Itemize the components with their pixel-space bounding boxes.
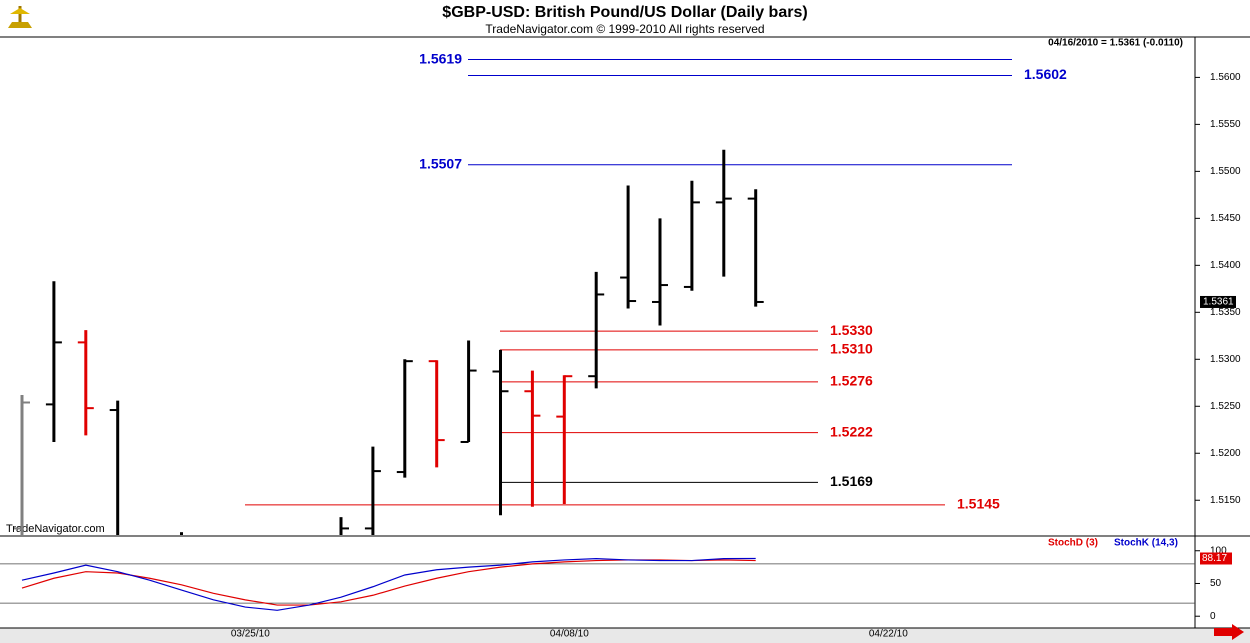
level-label: 1.5507	[419, 155, 462, 171]
watermark: TradeNavigator.com	[6, 523, 105, 535]
y-tick-label: 1.5500	[1210, 166, 1241, 177]
subtitle: TradeNavigator.com © 1999-2010 All right…	[485, 22, 764, 36]
y-tick-label: 1.5400	[1210, 260, 1241, 271]
last-stoch-box	[1200, 552, 1232, 565]
last-stoch-label: 88.17	[1202, 553, 1227, 564]
level-label: 1.5619	[419, 50, 462, 66]
y-tick-label: 1.5350	[1210, 307, 1241, 318]
level-label: 1.5169	[830, 473, 873, 489]
level-label: 1.5310	[830, 341, 873, 357]
level-label: 1.5602	[1024, 66, 1067, 82]
y-tick-label: 1.5600	[1210, 72, 1241, 83]
y-tick-label: 1.5550	[1210, 119, 1241, 130]
y-tick-label: 1.5300	[1210, 354, 1241, 365]
y-tick-label: 1.5450	[1210, 213, 1241, 224]
x-tick-label: 03/25/10	[231, 629, 270, 640]
legend-entry: StochK (14,3)	[1114, 538, 1178, 549]
x-tick-label: 04/08/10	[550, 629, 589, 640]
logo	[8, 6, 32, 28]
y-tick-label: 100	[1210, 545, 1227, 556]
level-label: 1.5276	[830, 373, 873, 389]
y-tick-label: 50	[1210, 578, 1222, 589]
y-tick-label: 1.5150	[1210, 495, 1241, 506]
stoch-plot	[0, 557, 1195, 611]
last-price-box	[1200, 295, 1236, 308]
y-tick-label: 0	[1210, 611, 1216, 622]
x-tick-label: 04/22/10	[869, 629, 908, 640]
y-tick-label: 1.5200	[1210, 448, 1241, 459]
chart-title: $GBP-USD: British Pound/US Dollar (Daily…	[442, 4, 807, 21]
level-label: 1.5330	[830, 322, 873, 338]
y-tick-label: 1.5250	[1210, 401, 1241, 412]
header-note: 04/16/2010 = 1.5361 (-0.0110)	[1048, 38, 1183, 49]
level-label: 1.5145	[957, 496, 1000, 512]
legend-entry: StochD (3)	[1048, 538, 1098, 549]
stoch-line	[21, 557, 756, 611]
x-axis-strip	[0, 628, 1250, 643]
scroll-arrow[interactable]	[1214, 624, 1244, 640]
last-price-label: 1.5361	[1203, 297, 1234, 308]
level-label: 1.5222	[830, 423, 873, 439]
price-plot	[14, 59, 1012, 535]
